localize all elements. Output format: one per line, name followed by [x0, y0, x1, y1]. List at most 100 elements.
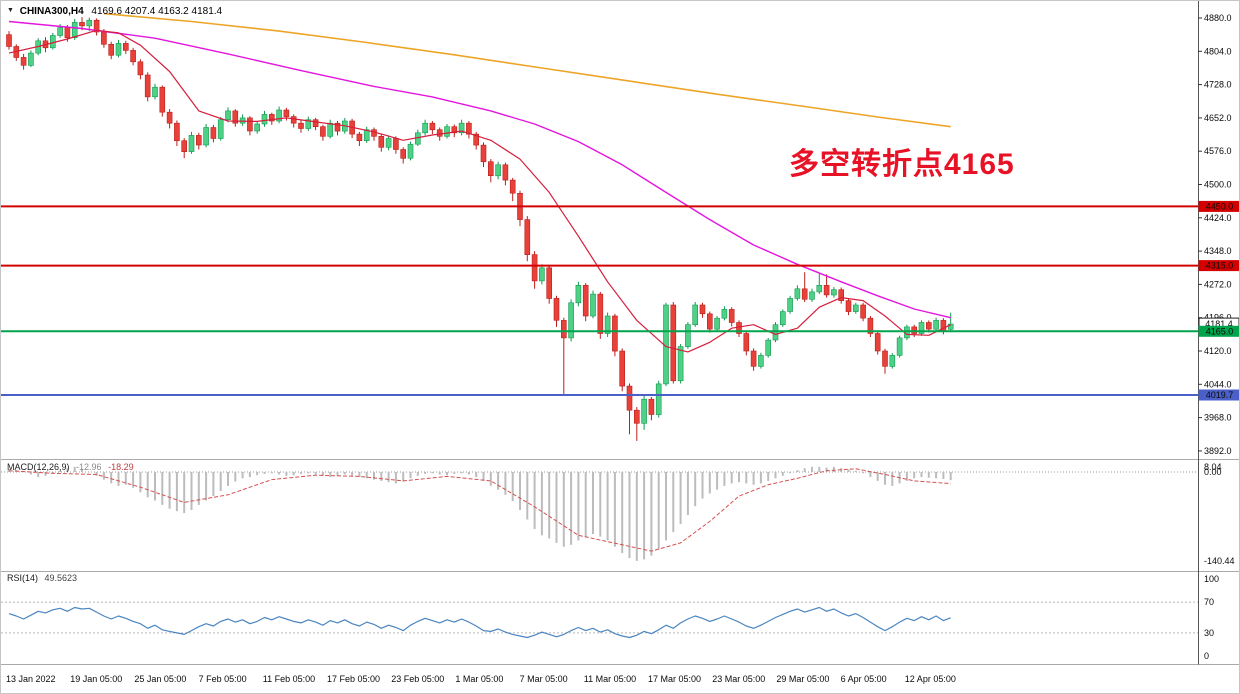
candle-body	[86, 19, 93, 27]
candle-body	[6, 34, 12, 47]
candle-body	[458, 122, 465, 134]
candle-body	[268, 114, 275, 122]
candle-body	[845, 300, 852, 312]
chart-title-bar: ▼ CHINA300,H4 4169.6 4207.4 4163.2 4181.…	[7, 6, 222, 17]
candle-body	[393, 138, 399, 150]
candle-body	[692, 304, 699, 326]
candle-body	[940, 320, 947, 332]
rsi-label: RSI(14) 49.5623	[7, 573, 81, 583]
candle-body	[429, 122, 436, 131]
candle-body	[487, 161, 494, 176]
macd-panel	[1, 466, 1198, 561]
candle-body	[290, 116, 297, 124]
x-axis-label: 13 Jan 2022	[6, 674, 56, 684]
price-axis[interactable]: 4880.0 4804.0 4728.0 4652.0 4576.0 4500.0 4424…	[1198, 1, 1240, 665]
candle-body	[546, 267, 553, 299]
candle-body	[925, 322, 932, 330]
candle-body	[641, 398, 647, 424]
candle-body	[758, 355, 764, 367]
candle-body	[626, 385, 633, 411]
candle-body	[575, 284, 582, 304]
candle-body	[648, 398, 655, 415]
candle-body	[115, 43, 122, 56]
macd-value-signal: -18.29	[108, 462, 134, 472]
level-price-box	[1198, 260, 1239, 272]
candle-body	[670, 304, 677, 382]
price-tick-label: 4424.0	[1204, 213, 1232, 223]
candle-body	[524, 219, 531, 256]
candle-body	[305, 119, 312, 129]
candle-body	[838, 289, 845, 302]
time-axis[interactable]: 13 Jan 2022 19 Jan 05:00 25 Jan 05:00 7 Feb…	[6, 674, 956, 684]
x-axis-label: 7 Mar 05:00	[520, 674, 568, 684]
candle-body	[174, 122, 180, 141]
candle-body	[765, 339, 772, 356]
candle-body	[911, 326, 918, 334]
candle-body	[327, 122, 334, 137]
candle-body	[794, 288, 801, 299]
candle-body	[166, 111, 173, 124]
rsi-tick-label: 0	[1204, 651, 1209, 661]
level-price-box	[1198, 389, 1239, 401]
price-tick-label: 4576.0	[1204, 146, 1232, 156]
main-chart-panel[interactable]	[1, 12, 1198, 441]
price-tick-label: 4804.0	[1204, 46, 1232, 56]
level-price-label: 4019.7	[1206, 390, 1234, 400]
candle-body	[101, 31, 107, 45]
x-axis-label: 17 Mar 05:00	[648, 674, 701, 684]
candle-body	[539, 267, 545, 282]
candle-body	[298, 122, 304, 129]
candle-body	[590, 293, 596, 317]
candle-body	[79, 22, 85, 27]
candle-body	[685, 324, 691, 347]
rsi-panel	[1, 601, 1198, 639]
symbol-dropdown-icon[interactable]: ▼	[7, 7, 14, 14]
x-axis-label: 11 Feb 05:00	[263, 674, 315, 684]
candle-body	[152, 86, 158, 98]
candle-body	[159, 86, 166, 113]
price-tick-label: 4728.0	[1204, 80, 1232, 90]
macd-tick-label: -140.44	[1204, 556, 1235, 566]
macd-value-main: -12.96	[76, 462, 102, 472]
candle-body	[509, 179, 516, 194]
candle-body	[823, 284, 830, 296]
candle-body	[633, 409, 640, 424]
candle-body	[254, 123, 260, 132]
candle-body	[728, 309, 735, 323]
candle-body	[677, 346, 684, 382]
x-axis-label: 19 Jan 05:00	[70, 674, 122, 684]
candle-body	[852, 304, 859, 312]
candle-body	[123, 43, 129, 51]
candle-body	[874, 333, 881, 352]
candle-body	[363, 129, 370, 141]
candle-body	[378, 136, 385, 148]
x-axis-label: 23 Mar 05:00	[712, 674, 765, 684]
candle-body	[612, 315, 618, 352]
price-tick-label: 4500.0	[1204, 180, 1232, 190]
x-axis-label: 7 Feb 05:00	[199, 674, 247, 684]
candle-body	[889, 355, 896, 367]
candle-body	[882, 350, 888, 367]
candle-body	[721, 309, 728, 319]
title-ohlc-values: 4169.6 4207.4 4163.2 4181.4	[91, 6, 223, 17]
rsi-tick-label: 30	[1204, 628, 1214, 638]
price-tick-label: 4880.0	[1204, 13, 1232, 23]
macd-tick-label: 0.00	[1204, 467, 1222, 477]
candle-body	[247, 117, 253, 132]
candle-body	[473, 133, 480, 146]
candle-body	[261, 114, 268, 125]
x-axis-label: 25 Jan 05:00	[134, 674, 186, 684]
candle-body	[320, 126, 326, 137]
candle-body	[801, 288, 808, 300]
candle-body	[188, 135, 195, 152]
level-price-label: 4165.0	[1206, 326, 1234, 336]
ma-slow-line	[103, 12, 951, 128]
level-price-box	[1198, 325, 1239, 337]
candle-body	[436, 129, 443, 137]
price-tick-label: 4120.0	[1204, 346, 1232, 356]
rsi-tick-label: 100	[1204, 574, 1219, 584]
x-axis-label: 11 Mar 05:00	[584, 674, 636, 684]
x-axis-label: 12 Apr 05:00	[905, 674, 956, 684]
